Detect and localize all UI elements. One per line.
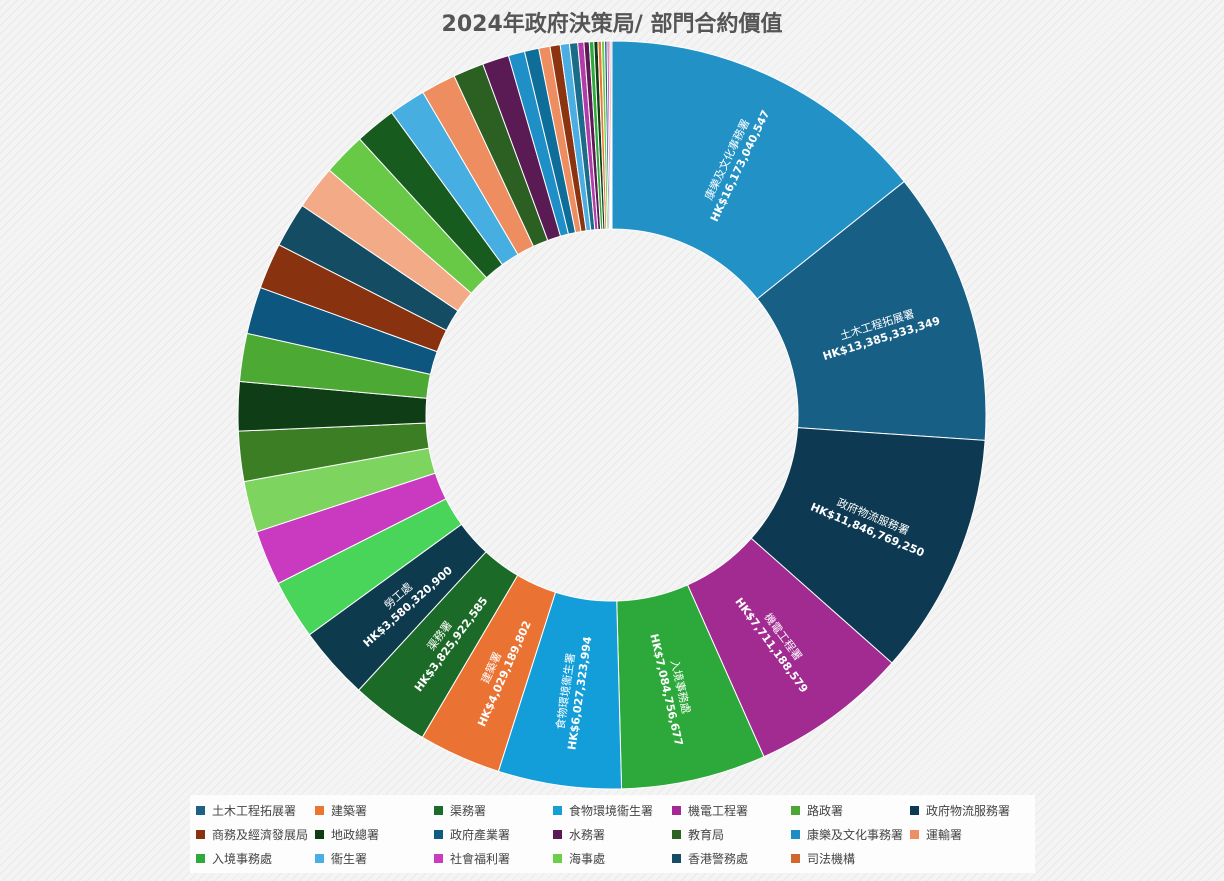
legend-swatch [791,829,800,839]
legend-label: 教育局 [688,827,725,842]
legend-label: 地政總署 [331,827,380,842]
legend-item-17[interactable]: 海事處 [553,846,672,870]
legend-item-12[interactable]: 康樂及文化事務署 [791,822,910,846]
legend-label: 食物環境衞生署 [569,803,654,818]
legend-swatch [553,805,562,815]
legend-label: 社會福利署 [450,851,511,866]
legend-label: 政府物流服務署 [926,803,1011,818]
legend-swatch [434,805,443,815]
legend-swatch [196,805,205,815]
donut-slice-0[interactable] [611,40,905,300]
legend-swatch [553,829,562,839]
legend-item-1[interactable]: 建築署 [315,798,434,822]
legend-label: 政府產業署 [450,827,511,842]
legend-item-15[interactable]: 衞生署 [315,846,434,870]
legend-label: 渠務署 [450,803,487,818]
legend-swatch [910,805,919,815]
legend-item-18[interactable]: 香港警務處 [672,846,791,870]
legend-swatch [315,805,324,815]
legend-swatch [196,829,205,839]
legend-label: 海事處 [569,851,606,866]
legend-swatch [672,805,681,815]
legend-item-13[interactable]: 運輸署 [910,822,1029,846]
legend-swatch [791,805,800,815]
legend-item-2[interactable]: 渠務署 [434,798,553,822]
legend-item-8[interactable]: 地政總署 [315,822,434,846]
legend-label: 香港警務處 [688,851,749,866]
legend-swatch [553,853,562,863]
chart-title: 2024年政府決策局/ 部門合約價值 [441,12,783,37]
legend-item-10[interactable]: 水務署 [553,822,672,846]
legend-swatch [434,829,443,839]
legend-item-14[interactable]: 入境事務處 [196,846,315,870]
legend-item-5[interactable]: 路政署 [791,798,910,822]
donut-slice-40[interactable] [610,40,613,230]
legend-swatch [791,853,800,863]
legend-item-11[interactable]: 教育局 [672,822,791,846]
legend-label: 路政署 [807,803,844,818]
legend-swatch [910,829,919,839]
legend-label: 康樂及文化事務署 [807,827,904,842]
legend-item-9[interactable]: 政府產業署 [434,822,553,846]
legend-item-0[interactable]: 土木工程拓展署 [196,798,315,822]
legend-label: 入境事務處 [212,851,273,866]
legend-label: 水務署 [569,827,606,842]
legend-item-6[interactable]: 政府物流服務署 [910,798,1029,822]
legend-label: 建築署 [331,803,368,818]
legend-swatch [672,829,681,839]
legend-label: 司法機構 [807,851,856,866]
legend-item-3[interactable]: 食物環境衞生署 [553,798,672,822]
donut-slice-2[interactable] [750,427,986,664]
legend-swatch [315,853,324,863]
legend-item-19[interactable]: 司法機構 [791,846,910,870]
legend-label: 土木工程拓展署 [212,803,297,818]
legend-item-16[interactable]: 社會福利署 [434,846,553,870]
legend-swatch [434,853,443,863]
legend-swatch [315,829,324,839]
donut-slice-1[interactable] [756,180,987,441]
legend-item-7[interactable]: 商務及經濟發展局 [196,822,315,846]
legend-label: 機電工程署 [688,803,749,818]
legend-label: 衞生署 [331,851,368,866]
legend-swatch [196,853,205,863]
legend-label: 運輸署 [926,827,963,842]
legend-label: 商務及經濟發展局 [212,827,309,842]
legend-item-4[interactable]: 機電工程署 [672,798,791,822]
legend-swatch [672,853,681,863]
legend: 土木工程拓展署 建築署 渠務署 食物環境衞生署 機電工程署 路政署 政府物流服務署商務及經濟… [190,795,1035,873]
